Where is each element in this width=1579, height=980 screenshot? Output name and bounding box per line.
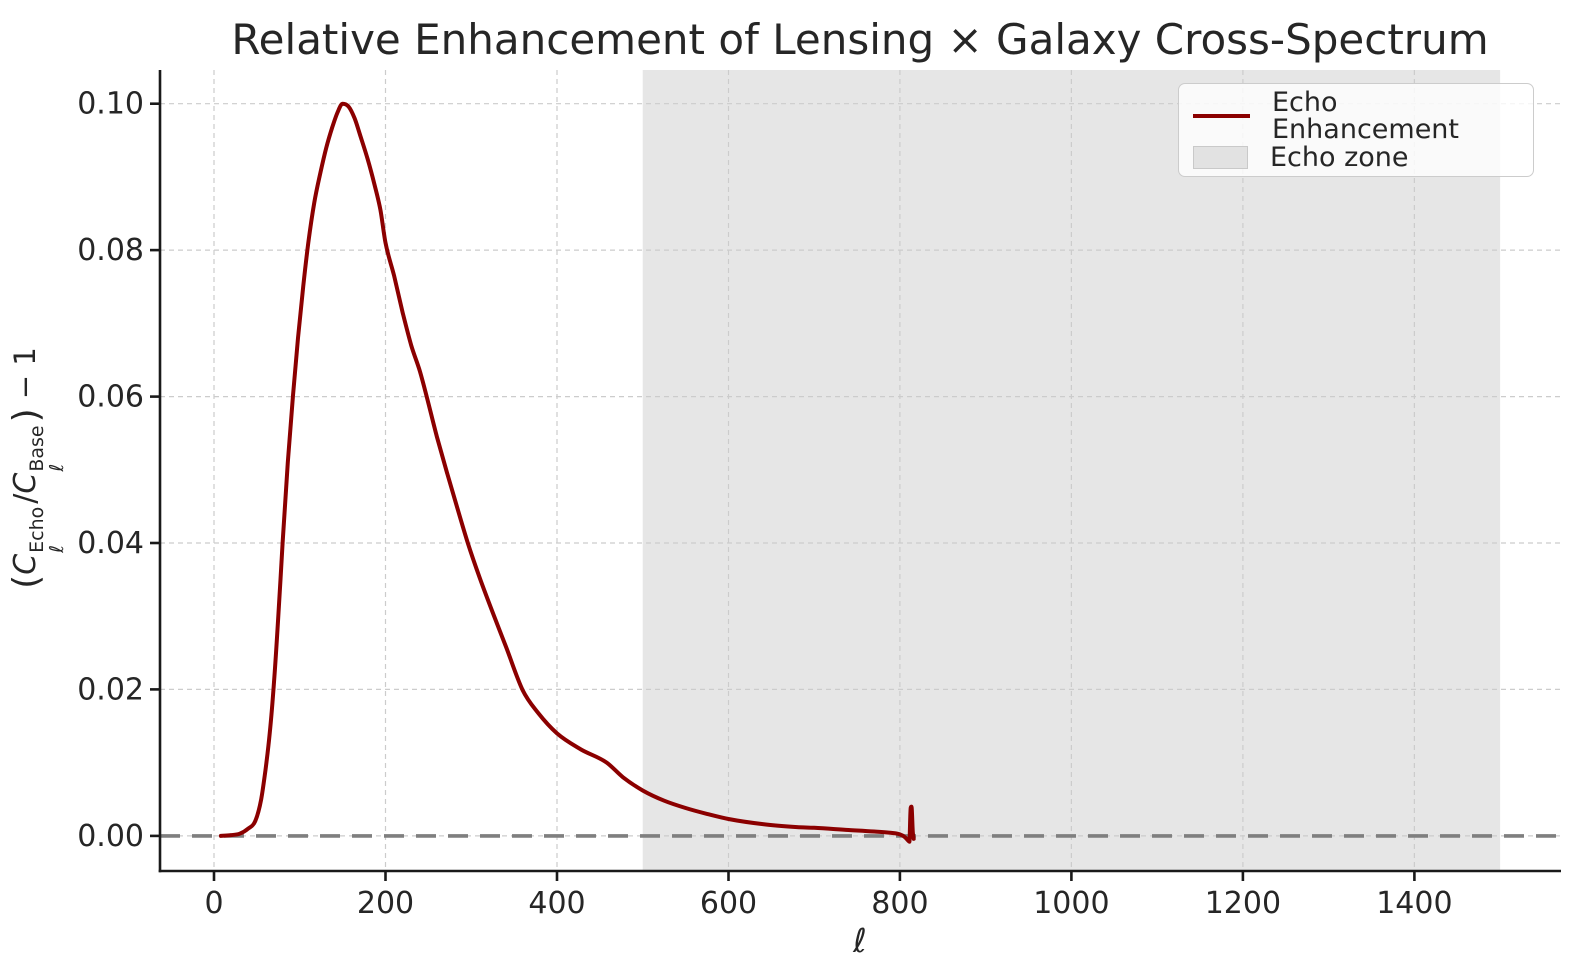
ylabel-minus-one: − 1 [8,347,43,409]
y-tick-label-0.08: 0.08 [77,233,144,268]
x-tick-label-400: 400 [528,886,585,921]
legend-label-echo-enhancement: Echo Enhancement [1272,87,1460,145]
legend-entry-echo-zone: Echo zone [1193,144,1519,171]
y-axis-label: (C Echo ℓ/C Base ℓ) − 1 [6,347,68,589]
y-tick-label-0.06: 0.06 [77,380,144,415]
ylabel-sub-ell-2: ℓ [46,463,68,472]
x-tick-label-1200: 1200 [1205,886,1281,921]
ylabel-sup-base: Base [26,425,49,472]
x-tick-label-0: 0 [204,886,223,921]
y-tick-label-0.00: 0.00 [77,819,144,854]
ylabel-sup-echo: Echo [26,506,49,553]
x-tick-label-200: 200 [357,886,414,921]
ylabel-c-echo: C [8,553,44,575]
x-tick-label-1400: 1400 [1376,886,1452,921]
legend-label-echo-zone: Echo zone [1270,142,1409,173]
legend: Echo Enhancement Echo zone [1178,83,1534,177]
legend-line-swatch [1193,114,1250,118]
x-tick-label-1000: 1000 [1033,886,1109,921]
ylabel-echo-supsub: Echo ℓ [26,506,68,553]
ylabel-base-supsub: Base ℓ [26,425,68,472]
axes-layer [150,70,1561,881]
y-tick-label-0.10: 0.10 [77,87,144,122]
y-tick-label-0.04: 0.04 [77,526,144,561]
x-tick-label-800: 800 [871,886,928,921]
series-curve-echo-enhancement [218,101,916,844]
legend-entry-echo-enhancement: Echo Enhancement [1193,89,1519,143]
x-tick-label-600: 600 [700,886,757,921]
gridline-layer [160,70,1561,871]
tick-label-layer: 0.00 0.02 0.04 0.06 0.08 0.10 0 200 400 600 800 100… [77,87,1452,921]
legend-patch-swatch [1193,146,1248,169]
ylabel-c-base: C [8,472,44,494]
ylabel-sub-ell-1: ℓ [46,544,68,553]
series-layer [218,101,916,844]
ylabel-close-paren: ) [6,408,48,423]
ylabel-slash: / [8,493,44,504]
x-axis-label: ℓ [852,921,867,960]
y-tick-label-0.02: 0.02 [77,672,144,707]
chart-title: Relative Enhancement of Lensing × Galaxy… [231,15,1488,64]
ylabel-open-paren: ( [6,574,48,589]
